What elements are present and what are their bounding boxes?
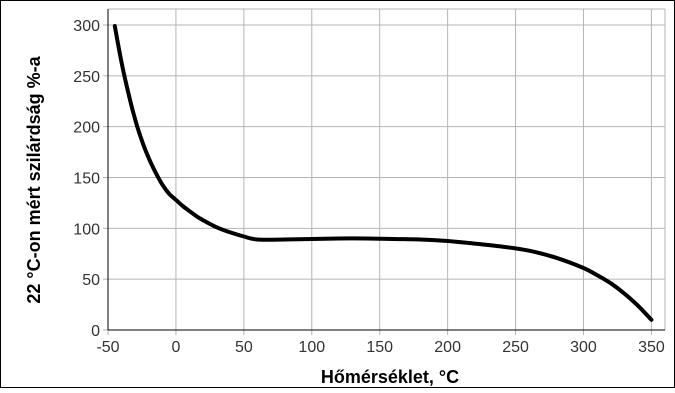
- y-tick-label: 250: [73, 69, 100, 86]
- axes: -50 0 50 100 150 200 250 300 3500501001502002503…: [73, 9, 665, 356]
- y-axis-title: 22 °C-on mért szilárdság %-a: [24, 55, 44, 303]
- x-tick-label: 200: [434, 339, 461, 356]
- y-tick-label: 150: [73, 171, 100, 188]
- x-tick-label: 250: [502, 339, 529, 356]
- grid-lines: [108, 8, 666, 330]
- y-tick-label: 50: [82, 272, 100, 289]
- x-tick-label: 300: [570, 339, 597, 356]
- x-tick-label: 50: [235, 339, 253, 356]
- x-tick-label: 0: [171, 339, 180, 356]
- x-tick-label: 100: [298, 339, 325, 356]
- x-tick-label: -50: [96, 339, 119, 356]
- data-series: [112, 24, 654, 322]
- y-tick-label: 0: [91, 323, 100, 340]
- strength-curve-line: [112, 24, 654, 322]
- x-axis-title: Hőmérséklet, °C: [321, 367, 459, 387]
- x-tick-label: 150: [366, 339, 393, 356]
- y-tick-label: 200: [73, 120, 100, 137]
- y-tick-label: 300: [73, 18, 100, 35]
- y-tick-label: 100: [73, 221, 100, 238]
- x-tick-label: 350: [638, 339, 665, 356]
